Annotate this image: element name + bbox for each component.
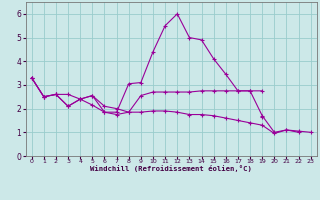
X-axis label: Windchill (Refroidissement éolien,°C): Windchill (Refroidissement éolien,°C) xyxy=(90,165,252,172)
